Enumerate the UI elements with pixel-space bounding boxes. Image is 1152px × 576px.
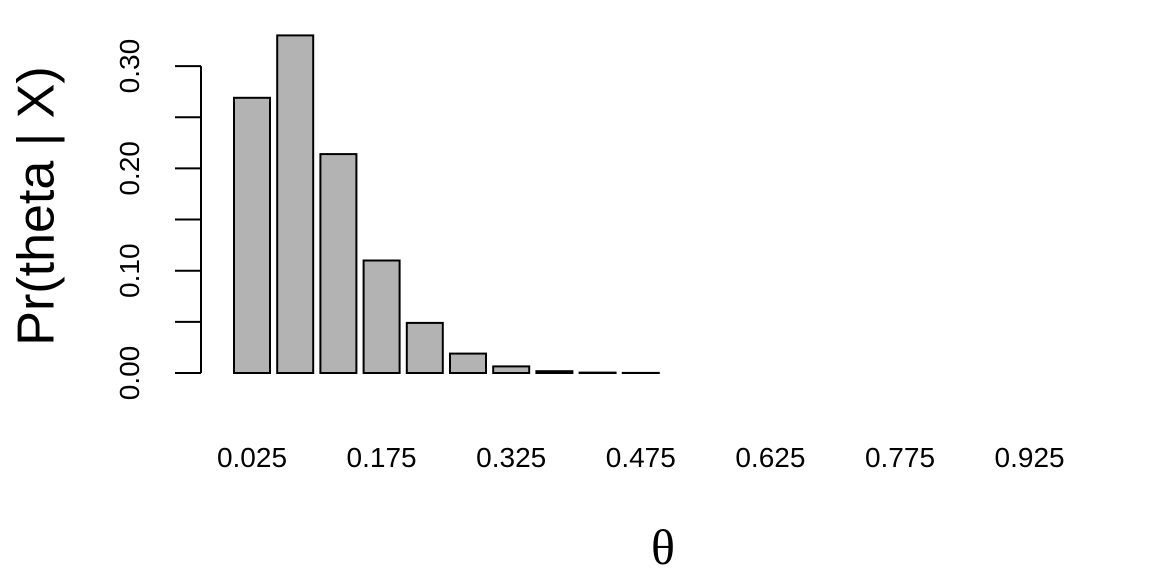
x-tick-label: 0.625 [735,442,805,473]
bar-0.325 [492,365,531,374]
x-tick-labels: 0.025 0.175 0.325 0.475 0.625 0.775 0.925 [217,442,1065,473]
bar-0.025 [233,96,271,375]
x-tick-label: 0.175 [347,442,417,473]
x-axis-label: θ [651,519,675,575]
x-tick-label: 0.775 [865,442,935,473]
bar-0.375 [535,370,574,375]
y-axis-label: Pr(theta | X) [8,66,66,345]
x-tick-label: 0.025 [217,442,287,473]
bar-0.125 [319,153,358,374]
y-tick-label: 0.10 [114,243,145,298]
y-tick-label: 0.00 [114,346,145,401]
bars [233,34,660,375]
bar-0.275 [449,352,487,375]
y-axis: 0.00 0.10 0.20 0.30 [114,39,202,401]
y-tick-label: 0.30 [114,39,145,94]
x-tick-label: 0.475 [606,442,676,473]
bar-0.075 [276,34,315,375]
bar-0.175 [362,259,401,374]
x-tick-label: 0.925 [995,442,1065,473]
x-tick-label: 0.325 [476,442,546,473]
bar-0.225 [405,321,444,374]
y-tick-label: 0.20 [114,141,145,196]
